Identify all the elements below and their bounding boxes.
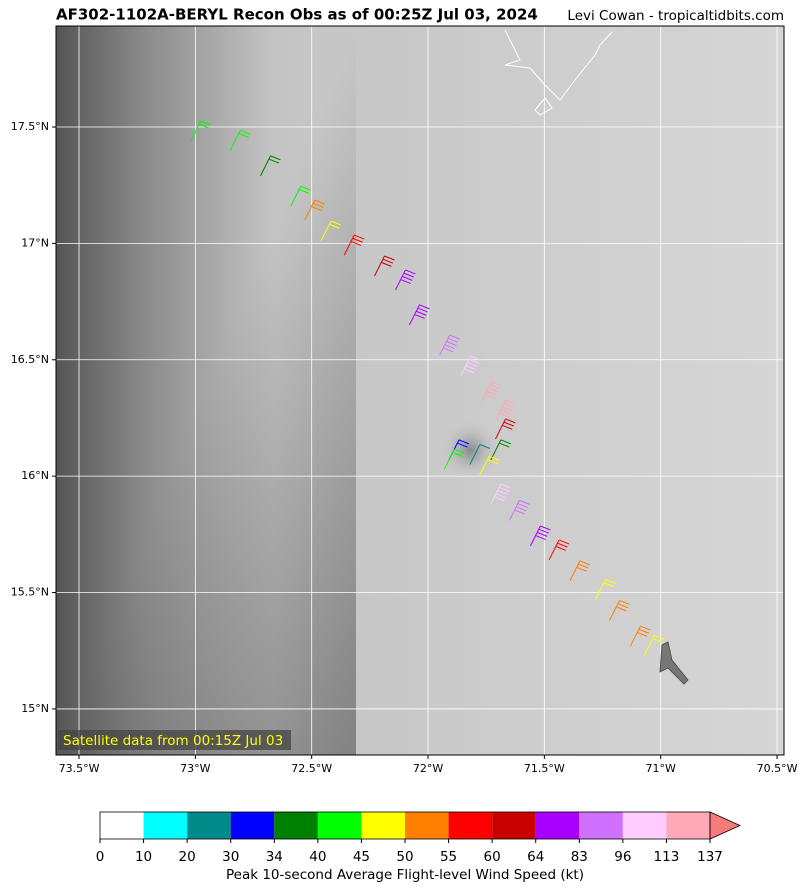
wind-barb xyxy=(629,625,651,647)
colorbar-segment xyxy=(666,812,710,839)
credit: Levi Cowan - tropicaltidbits.com xyxy=(567,8,784,24)
colorbar-tick-label: 45 xyxy=(353,849,370,865)
wind-barb xyxy=(643,634,665,656)
colorbar-tick-label: 83 xyxy=(571,849,588,865)
x-tick-label: 72°W xyxy=(413,762,443,775)
x-tick-label: 73.5°W xyxy=(59,762,100,775)
x-tick-label: 70.5°W xyxy=(757,762,798,775)
colorbar-segment xyxy=(274,812,318,839)
wind-barb xyxy=(374,255,395,277)
wind-barb xyxy=(490,483,512,505)
colorbar-tick-label: 20 xyxy=(179,849,196,865)
wind-barb xyxy=(490,439,512,461)
wind-barb xyxy=(595,579,616,600)
colorbar-segment xyxy=(317,812,362,839)
title: AF302-1102A-BERYL Recon Obs as of 00:25Z… xyxy=(56,6,538,24)
y-tick-label: 17.5°N xyxy=(11,120,49,133)
annotation: Satellite data from 00:15Z Jul 03 xyxy=(63,733,283,749)
colorbar-label: Peak 10-second Average Flight-level Wind… xyxy=(226,867,584,883)
colorbar-tick-label: 60 xyxy=(484,849,501,865)
colorbar-segment xyxy=(535,812,580,839)
wind-barb xyxy=(529,525,551,547)
wind-barb xyxy=(495,399,516,421)
wind-barb xyxy=(290,185,311,207)
x-tick-label: 73°W xyxy=(180,762,210,775)
colorbar-tick-label: 30 xyxy=(222,849,239,865)
wind-barb xyxy=(320,220,342,242)
wind-barb xyxy=(260,155,281,177)
wind-barb xyxy=(443,448,465,470)
wind-barb xyxy=(304,199,325,221)
y-tick-label: 15.5°N xyxy=(11,586,49,599)
wind-barb xyxy=(469,444,491,465)
y-tick-label: 15°N xyxy=(21,702,49,715)
y-tick-label: 16°N xyxy=(21,469,49,482)
colorbar-segment xyxy=(405,812,449,839)
colorbar-tick-label: 96 xyxy=(614,849,631,865)
colorbar-segment xyxy=(492,812,536,839)
eye xyxy=(440,420,500,480)
wind-barb xyxy=(548,539,570,561)
colorbar-segment xyxy=(187,812,231,839)
colorbar-segment xyxy=(230,812,275,839)
colorbar-tick-label: 50 xyxy=(396,849,413,865)
colorbar-tick-label: 0 xyxy=(96,849,105,865)
colorbar-tick-label: 55 xyxy=(440,849,457,865)
colorbar-tick-label: 40 xyxy=(309,849,326,865)
coastline xyxy=(534,97,553,116)
colorbar-tick-label: 64 xyxy=(527,849,544,865)
satellite-shade xyxy=(56,26,356,755)
wind-barb xyxy=(229,129,251,151)
y-tick-label: 17°N xyxy=(21,236,49,249)
wind-barb xyxy=(343,234,365,256)
colorbar-segment xyxy=(622,812,667,839)
wind-barb xyxy=(495,418,516,440)
wind-barb xyxy=(439,334,460,356)
wind-barb xyxy=(190,120,211,142)
colorbar-segment xyxy=(361,812,405,839)
colorbar-tick-label: 34 xyxy=(266,849,283,865)
wind-barb xyxy=(509,499,530,521)
annotation-box xyxy=(58,730,291,750)
colorbar-tick-label: 10 xyxy=(135,849,152,865)
colorbar-segment xyxy=(579,812,623,839)
x-tick-label: 71°W xyxy=(646,762,676,775)
colorbar-tick-label: 137 xyxy=(697,849,723,865)
aircraft xyxy=(659,641,689,685)
wind-barb xyxy=(460,355,481,377)
plot-frame xyxy=(55,25,785,756)
wind-barb xyxy=(481,381,502,402)
colorbar-segment xyxy=(448,812,493,839)
colorbar-segment xyxy=(143,812,188,839)
wind-barb xyxy=(478,455,500,477)
wind-barb xyxy=(609,600,630,621)
wind-barb xyxy=(395,269,416,291)
x-tick-label: 71.5°W xyxy=(524,762,565,775)
colorbar-tick-label: 113 xyxy=(654,849,680,865)
wind-barb xyxy=(569,560,591,582)
y-tick-label: 16.5°N xyxy=(11,353,49,366)
colorbar-segment xyxy=(100,812,144,839)
x-tick-label: 72.5°W xyxy=(291,762,332,775)
coastline xyxy=(504,29,613,101)
colorbar-extend xyxy=(709,811,741,840)
wind-barb xyxy=(408,304,430,326)
